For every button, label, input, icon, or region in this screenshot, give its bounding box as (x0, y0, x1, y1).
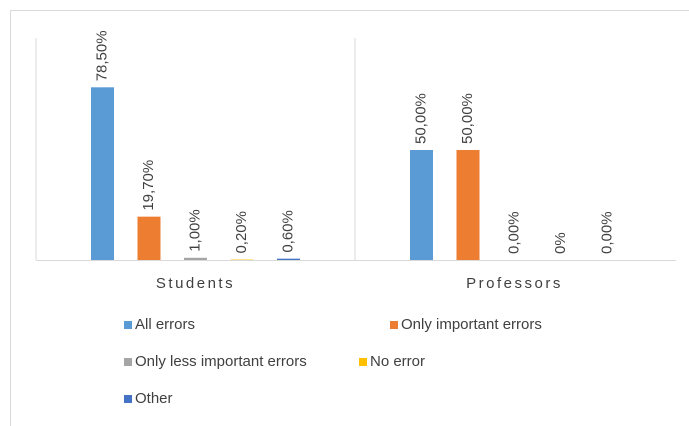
legend-swatch (390, 321, 398, 329)
data-label: 0,60% (279, 210, 296, 253)
x-tick-label: Students (156, 275, 235, 292)
legend-swatch (124, 358, 132, 366)
data-label: 1,00% (186, 209, 203, 252)
bar (410, 150, 433, 260)
data-label: 0,00% (505, 211, 522, 254)
data-label: 50,00% (412, 93, 429, 144)
legend-label: Only important errors (401, 316, 542, 333)
data-label: 0% (552, 232, 569, 254)
legend-swatch (359, 358, 367, 366)
bar (456, 150, 480, 260)
bar (277, 258, 300, 260)
data-label: 0,20% (233, 211, 250, 254)
legend-swatch (124, 321, 132, 329)
legend-label: Other (135, 390, 173, 407)
bar (91, 87, 114, 260)
data-label: 78,50% (93, 30, 110, 81)
x-tick-label: Professors (466, 275, 563, 292)
bar (137, 216, 161, 260)
bar (184, 257, 207, 260)
legend-swatch (124, 395, 132, 403)
legend-label: All errors (135, 316, 195, 333)
data-label: 50,00% (459, 93, 476, 144)
data-label: 19,70% (140, 160, 157, 211)
legend-label: Only less important errors (135, 353, 307, 370)
chart-border (10, 10, 689, 426)
data-label: 0,00% (598, 211, 615, 254)
legend-label: No error (370, 353, 425, 370)
